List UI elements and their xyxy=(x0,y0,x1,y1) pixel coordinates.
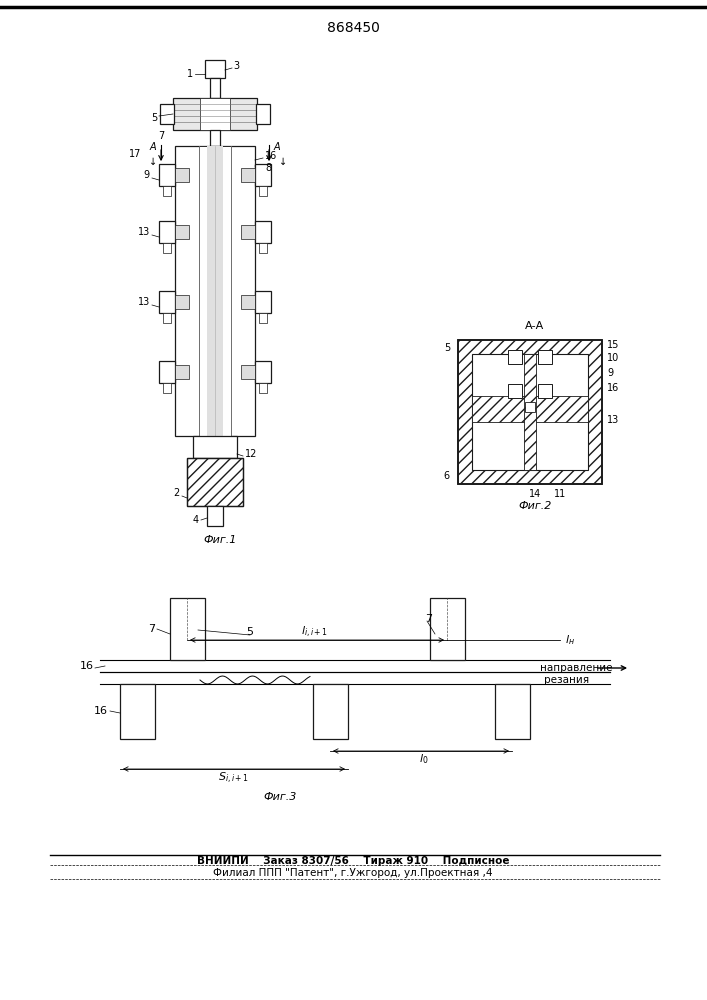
Bar xyxy=(170,598,205,660)
Text: 3: 3 xyxy=(233,61,239,71)
Text: ВНИИПИ    Заказ 8307/56    Тираж 910    Подписное: ВНИИПИ Заказ 8307/56 Тираж 910 Подписное xyxy=(197,856,509,866)
Text: 1: 1 xyxy=(187,69,193,79)
Bar xyxy=(508,350,522,364)
Bar xyxy=(199,146,231,436)
Bar xyxy=(159,361,175,383)
Bar xyxy=(472,396,588,422)
Bar xyxy=(210,130,220,146)
Bar xyxy=(259,186,267,196)
Text: 15: 15 xyxy=(607,340,619,350)
Text: 6: 6 xyxy=(444,471,450,481)
Bar xyxy=(538,350,552,364)
Bar xyxy=(255,221,271,243)
Bar xyxy=(255,164,271,186)
Bar xyxy=(207,506,223,526)
Bar xyxy=(538,384,552,398)
Text: 5: 5 xyxy=(444,343,450,353)
Text: 10: 10 xyxy=(607,353,619,363)
Text: $l_{i,i +1}$: $l_{i,i +1}$ xyxy=(301,624,329,640)
Bar xyxy=(210,78,220,98)
Text: 7: 7 xyxy=(148,624,155,634)
Bar xyxy=(120,684,155,739)
Bar xyxy=(187,458,243,506)
Bar xyxy=(205,60,225,78)
Text: 868450: 868450 xyxy=(327,21,380,35)
Bar xyxy=(525,402,535,412)
Bar xyxy=(163,313,171,323)
Text: 5: 5 xyxy=(151,113,157,123)
Text: 11: 11 xyxy=(554,489,566,499)
Text: 16: 16 xyxy=(265,151,277,161)
Bar xyxy=(193,436,237,458)
Bar xyxy=(163,186,171,196)
Text: A: A xyxy=(274,142,280,152)
Text: 9: 9 xyxy=(144,170,150,180)
Bar xyxy=(175,365,189,379)
Text: A: A xyxy=(150,142,156,152)
Bar xyxy=(259,383,267,393)
Text: $S_{i,i +1}$: $S_{i,i +1}$ xyxy=(218,770,250,786)
Bar xyxy=(159,164,175,186)
Text: 2: 2 xyxy=(174,488,180,498)
Bar xyxy=(259,313,267,323)
Bar xyxy=(241,365,255,379)
Bar xyxy=(430,598,465,660)
Bar xyxy=(163,243,171,253)
Text: Филиал ППП "Патент", г.Ужгород, ул.Проектная ,4: Филиал ППП "Патент", г.Ужгород, ул.Проек… xyxy=(214,868,493,878)
Text: 7: 7 xyxy=(158,131,164,141)
Text: 12: 12 xyxy=(245,449,257,459)
Text: 13: 13 xyxy=(607,415,619,425)
Bar xyxy=(256,104,270,124)
Text: 16: 16 xyxy=(94,706,108,716)
Bar xyxy=(163,383,171,393)
Bar xyxy=(458,340,602,484)
Bar xyxy=(175,168,189,182)
Text: $l_0$: $l_0$ xyxy=(419,752,428,766)
Text: 17: 17 xyxy=(129,149,141,159)
Bar xyxy=(241,168,255,182)
Text: 9: 9 xyxy=(607,368,613,378)
Bar xyxy=(159,291,175,313)
Bar xyxy=(458,340,602,484)
Bar xyxy=(524,354,536,470)
Bar xyxy=(495,684,530,739)
Text: 13: 13 xyxy=(138,227,150,237)
Text: направление: направление xyxy=(540,663,612,673)
Bar xyxy=(175,225,189,239)
Bar xyxy=(200,98,230,130)
Bar xyxy=(508,384,522,398)
Bar xyxy=(173,98,257,130)
Text: 4: 4 xyxy=(193,515,199,525)
Bar xyxy=(241,225,255,239)
Bar xyxy=(175,146,255,436)
Text: 7: 7 xyxy=(425,614,432,624)
Bar xyxy=(241,295,255,309)
Bar xyxy=(207,146,223,436)
Text: 5: 5 xyxy=(247,627,254,637)
Bar xyxy=(255,291,271,313)
Text: 14: 14 xyxy=(529,489,541,499)
Text: А-А: А-А xyxy=(525,321,544,331)
Text: Фиг.1: Фиг.1 xyxy=(204,535,237,545)
Text: 16: 16 xyxy=(80,661,94,671)
Bar xyxy=(187,458,243,506)
Bar xyxy=(159,221,175,243)
Bar xyxy=(259,243,267,253)
Bar xyxy=(160,104,174,124)
Bar xyxy=(255,361,271,383)
Bar xyxy=(472,354,588,470)
Text: Фиг.3: Фиг.3 xyxy=(263,792,297,802)
Text: 8: 8 xyxy=(265,163,271,173)
Bar xyxy=(313,684,348,739)
Text: 13: 13 xyxy=(138,297,150,307)
Text: резания: резания xyxy=(544,675,589,685)
Text: ↓: ↓ xyxy=(279,157,287,167)
Text: $l_н$: $l_н$ xyxy=(565,633,575,647)
Text: ↓: ↓ xyxy=(149,157,157,167)
Text: 16: 16 xyxy=(607,383,619,393)
Bar xyxy=(175,295,189,309)
Text: Фиг.2: Фиг.2 xyxy=(518,501,551,511)
